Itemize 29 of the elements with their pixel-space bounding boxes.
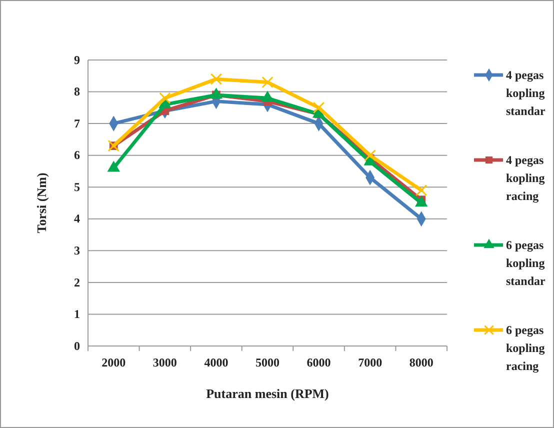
point: [364, 149, 376, 162]
point: [210, 73, 222, 85]
legend-label: 6 pegas kopling standar: [506, 238, 546, 288]
x-tick-label: 5000: [256, 356, 280, 370]
legend-label: 4 pegas kopling racing: [506, 153, 545, 203]
x-tick-label: 3000: [152, 356, 177, 370]
legend-label: 6 pegas kopling racing: [506, 323, 545, 373]
legend-label: 4 pegas kopling standar: [506, 68, 546, 118]
point: [312, 102, 325, 114]
y-tick-label: 6: [74, 148, 80, 162]
x-tick-label: 8000: [409, 356, 434, 370]
y-tick-label: 0: [74, 338, 80, 353]
y-tick-label: 4: [74, 212, 80, 226]
y-axis-title: Torsi (Nm): [34, 172, 49, 234]
x-tick-label: 6000: [306, 356, 331, 370]
y-tick-label: 2: [74, 275, 80, 290]
y-tick-label: 9: [74, 52, 80, 67]
y-tick-label: 5: [74, 180, 80, 194]
x-tick-label: 4000: [204, 356, 228, 370]
y-tick-label: 8: [74, 84, 80, 99]
point: [415, 184, 428, 196]
point: [262, 76, 274, 88]
x-axis-title: Putaran mesin (RPM): [206, 386, 329, 401]
y-tick-label: 3: [74, 244, 80, 258]
x-tick-label: 2000: [102, 356, 126, 370]
point: [159, 92, 171, 104]
x-tick-label: 7000: [358, 356, 382, 370]
y-tick-label: 7: [74, 116, 80, 130]
y-tick-label: 1: [74, 307, 80, 322]
